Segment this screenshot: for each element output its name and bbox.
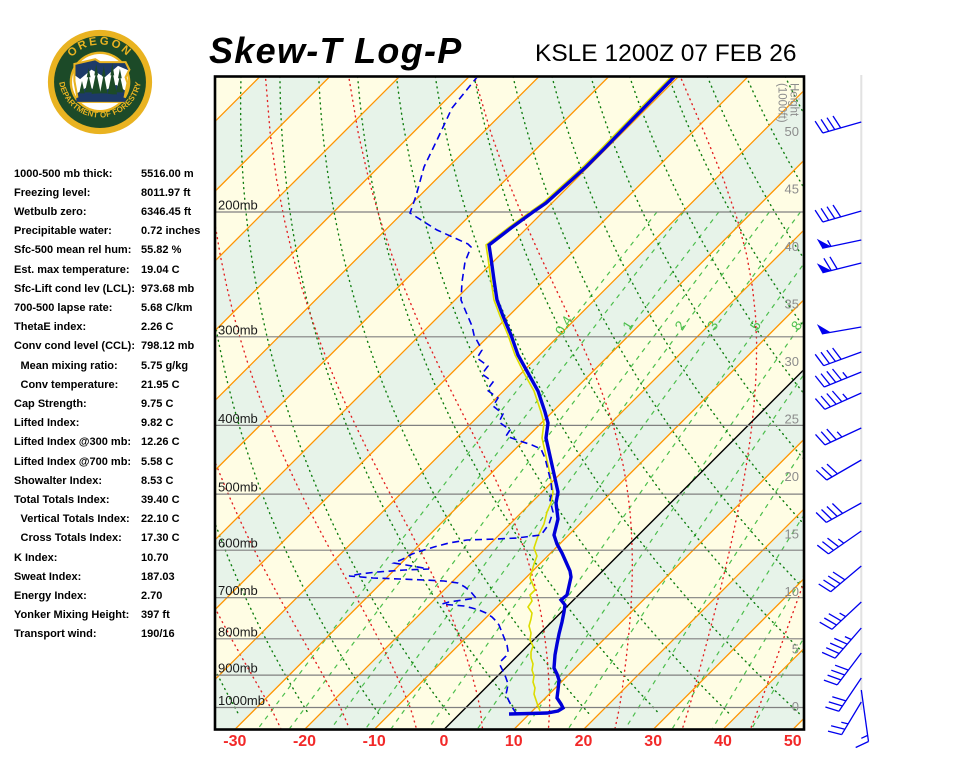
svg-text:20: 20 (575, 733, 593, 750)
svg-text:30: 30 (644, 733, 662, 750)
svg-text:25: 25 (785, 412, 799, 427)
svg-text:35: 35 (785, 297, 799, 312)
svg-text:10: 10 (505, 733, 523, 750)
svg-text:20: 20 (785, 469, 799, 484)
svg-text:600mb: 600mb (218, 536, 258, 551)
svg-text:0: 0 (440, 733, 449, 750)
svg-text:15: 15 (785, 527, 799, 542)
svg-text:50: 50 (785, 124, 799, 139)
svg-text:500mb: 500mb (218, 480, 258, 495)
svg-text:0: 0 (792, 699, 799, 714)
svg-text:300mb: 300mb (218, 322, 258, 337)
svg-text:400mb: 400mb (218, 411, 258, 426)
svg-text:5: 5 (792, 642, 799, 657)
svg-text:(1000ft): (1000ft) (776, 83, 788, 123)
svg-text:-30: -30 (223, 733, 246, 750)
svg-text:800mb: 800mb (218, 624, 258, 639)
svg-text:40: 40 (785, 239, 799, 254)
svg-text:40: 40 (714, 733, 732, 750)
svg-text:900mb: 900mb (218, 661, 258, 676)
svg-text:-10: -10 (363, 733, 386, 750)
svg-text:1000mb: 1000mb (218, 693, 265, 708)
svg-text:50: 50 (784, 733, 802, 750)
svg-text:200mb: 200mb (218, 198, 258, 213)
svg-text:45: 45 (785, 182, 799, 197)
svg-text:700mb: 700mb (218, 583, 258, 598)
svg-text:-20: -20 (293, 733, 316, 750)
svg-text:10: 10 (785, 584, 799, 599)
svg-text:Height: Height (788, 83, 800, 117)
svg-text:30: 30 (785, 354, 799, 369)
